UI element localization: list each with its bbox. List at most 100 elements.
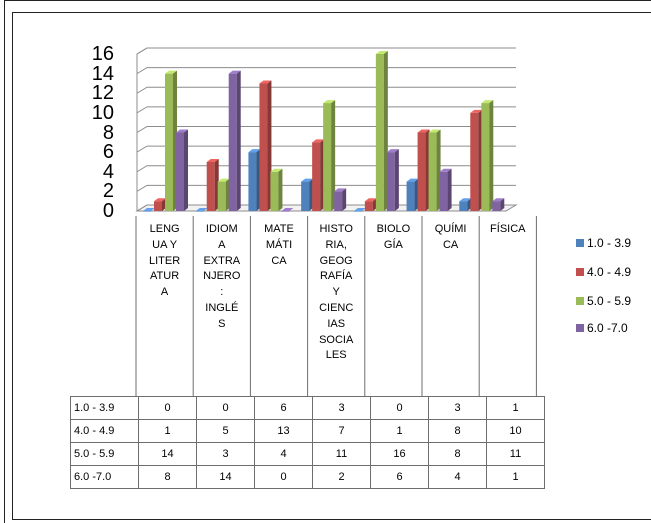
table-row-header: 6.0 -7.0: [70, 465, 139, 489]
bar: [386, 149, 399, 211]
table-cell: 7: [312, 419, 371, 443]
table-cell: 8: [428, 419, 487, 443]
bar-front: [406, 181, 415, 211]
bar: [217, 178, 230, 211]
table-cell: 3: [312, 396, 371, 420]
bar: [492, 198, 505, 211]
legend-label: 6.0 -7.0: [587, 321, 628, 335]
bar-front: [143, 211, 151, 212]
table-cell: 8: [428, 442, 487, 466]
bar-front: [248, 152, 257, 211]
bar-front: [459, 201, 468, 211]
bar: [417, 129, 430, 211]
bar: [248, 149, 261, 211]
gridline: [136, 126, 516, 133]
bar-top: [353, 208, 366, 211]
y-tick-label: 14: [91, 62, 114, 85]
bar: [375, 51, 388, 211]
bar-front: [323, 103, 332, 211]
legend-swatch: [576, 297, 584, 305]
category-label: MATE MÁTI CA: [264, 223, 294, 267]
bar-front: [270, 171, 279, 211]
table-row: 6.0 -7.0 8 14 0 2 6 4 1: [70, 465, 545, 489]
bar-side: [489, 100, 494, 211]
bar: [353, 208, 366, 212]
bar-front: [206, 161, 215, 211]
table-cell: 6: [254, 396, 313, 420]
bar-side: [331, 100, 336, 211]
y-tick-label: 4: [102, 160, 114, 183]
data-table: 1.0 - 3.9 0 0 6 3 0 3 1 4.0 - 4.9 1 5 13 7 1 8 10 5.0 - …: [70, 396, 545, 489]
y-tick-label: 12: [91, 82, 114, 105]
gridline: [136, 86, 516, 94]
legend-item: 5.0 - 5.9: [576, 294, 631, 308]
table-row: 4.0 - 4.9 1 5 13 7 1 8 10: [70, 419, 545, 443]
bar: [301, 178, 314, 211]
bar-front: [281, 211, 290, 212]
side-wall-edge: [136, 47, 148, 211]
table-cell: 0: [370, 396, 429, 420]
bar-front: [375, 54, 384, 211]
table-cell: 5: [196, 419, 255, 443]
bar: [439, 168, 452, 211]
bar: [312, 139, 325, 211]
bar: [143, 208, 155, 212]
table-cell: 4: [428, 465, 487, 489]
legend-item: 4.0 - 4.9: [576, 265, 631, 279]
table-cell: 0: [196, 396, 255, 420]
bar: [165, 70, 177, 211]
bar-front: [195, 211, 204, 212]
frame-left-border: [0, 0, 5, 523]
gridline: [136, 106, 516, 114]
legend-swatch: [576, 324, 584, 332]
bar-front: [470, 112, 479, 211]
bar-top: [281, 208, 294, 211]
bar-front: [492, 201, 501, 211]
frame-top-border: [0, 0, 651, 1]
y-tick-label: 8: [102, 121, 114, 144]
table-cell: 10: [486, 419, 545, 443]
legend-item: 6.0 -7.0: [576, 321, 628, 335]
bar: [270, 168, 283, 211]
bar-front: [386, 152, 395, 211]
y-tick-label: 2: [102, 180, 114, 203]
bar-side: [394, 149, 399, 211]
bar: [364, 198, 377, 211]
category-label: LENG UA Y LITER ATUR A: [149, 223, 181, 299]
bar-side: [236, 70, 241, 211]
bar-side: [184, 129, 188, 211]
table-cell: 1: [486, 396, 545, 420]
bar: [459, 198, 472, 211]
category-label: QUÍMI CA: [434, 223, 467, 251]
table-cell: 16: [370, 442, 429, 466]
bar-front: [259, 83, 268, 211]
bar: [176, 129, 188, 211]
legend-label: 5.0 - 5.9: [587, 294, 632, 308]
bar-front: [353, 211, 362, 212]
gridline: [136, 67, 516, 75]
category-label: IDIOM A EXTRA NJERO : INGLÉ S: [203, 223, 241, 330]
bar: [481, 100, 494, 211]
category-label: HISTO RIA, GEOG RAFÍA Y CIENC IAS SOCIA …: [319, 223, 354, 362]
bar: [154, 198, 166, 211]
table-row-header: 5.0 - 5.9: [70, 442, 139, 466]
category-label: BIOLO GÍA: [376, 223, 411, 251]
bar: [428, 129, 441, 211]
table-cell: 1: [138, 419, 197, 443]
y-tick-label: 16: [91, 43, 114, 65]
bar: [406, 178, 419, 211]
table-cell: 1: [370, 419, 429, 443]
bar: [334, 188, 347, 211]
bar: [281, 208, 294, 212]
bar: [195, 208, 208, 212]
bar-front: [428, 132, 437, 211]
table-cell: 4: [254, 442, 313, 466]
table-cell: 0: [138, 396, 197, 420]
bar-front: [334, 191, 343, 211]
table-cell: 3: [428, 396, 487, 420]
bar-front: [417, 132, 426, 211]
bar-side: [342, 188, 347, 211]
y-tick-label: 6: [102, 141, 114, 164]
bar-front: [439, 171, 448, 211]
